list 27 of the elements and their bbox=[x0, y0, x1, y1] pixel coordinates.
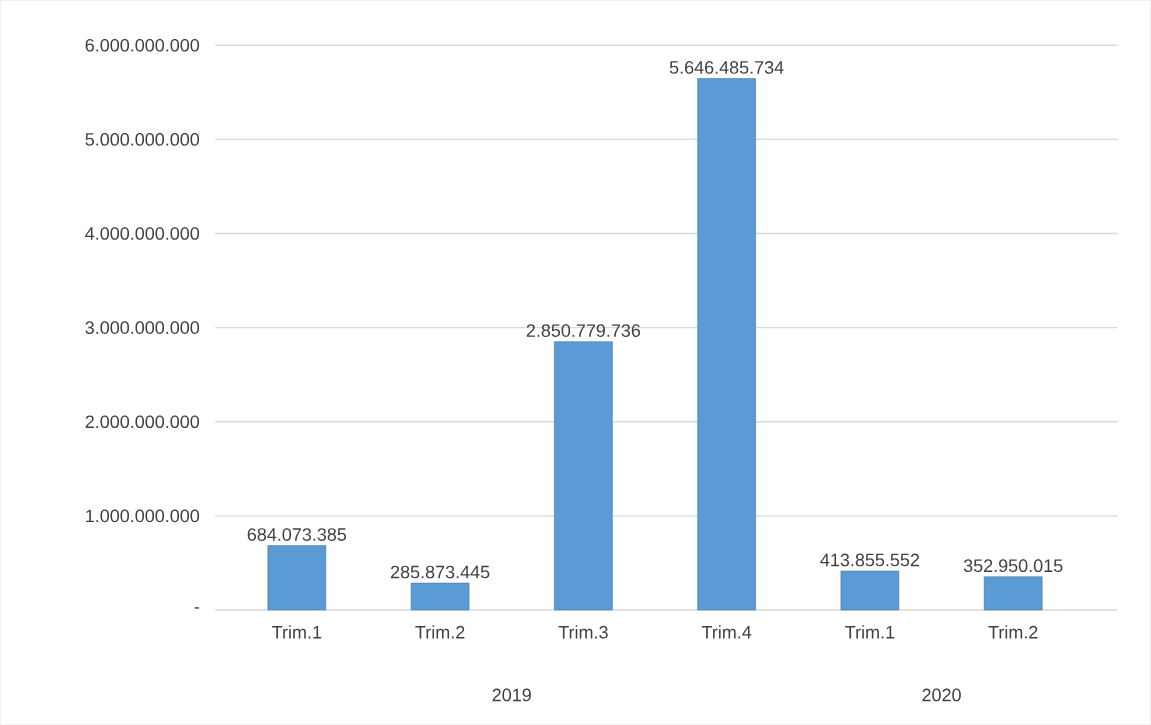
bar bbox=[410, 582, 470, 611]
data-label: 352.950.015 bbox=[963, 559, 1063, 572]
text: 2020 bbox=[922, 688, 961, 702]
x-tick-label: Trim.3 bbox=[558, 625, 608, 639]
bar bbox=[983, 576, 1043, 611]
x-tick-label: Trim.1 bbox=[845, 625, 895, 639]
y-tick-label: - bbox=[194, 607, 199, 609]
x-tick-label: Trim.4 bbox=[701, 625, 752, 639]
y-tick-label: 3.000.000.000 bbox=[85, 321, 200, 334]
bar bbox=[267, 545, 327, 611]
y-tick-label: 1.000.000.000 bbox=[86, 509, 200, 523]
y-tick-label: 4.000.000.000 bbox=[85, 227, 200, 240]
bar bbox=[554, 341, 613, 611]
y-tick-label: 2.000.000.000 bbox=[85, 415, 200, 429]
x-tick-label: Trim.2 bbox=[988, 625, 1038, 639]
y-tick-label: 5.000.000.000 bbox=[85, 132, 200, 146]
x-tick-label: Trim.1 bbox=[272, 625, 322, 639]
y-tick-label: 6.000.000.000 bbox=[85, 38, 200, 52]
bar bbox=[840, 570, 900, 611]
bar bbox=[697, 78, 756, 611]
data-label: 2.850.779.736 bbox=[526, 324, 641, 337]
data-label: 285.873.445 bbox=[390, 565, 490, 579]
data-label: 413.855.552 bbox=[820, 553, 920, 567]
data-label: 5.646.485.734 bbox=[669, 60, 784, 74]
x-tick-label: Trim.2 bbox=[415, 625, 465, 639]
data-label: 684.073.385 bbox=[247, 528, 347, 541]
text: 2019 bbox=[492, 688, 531, 702]
